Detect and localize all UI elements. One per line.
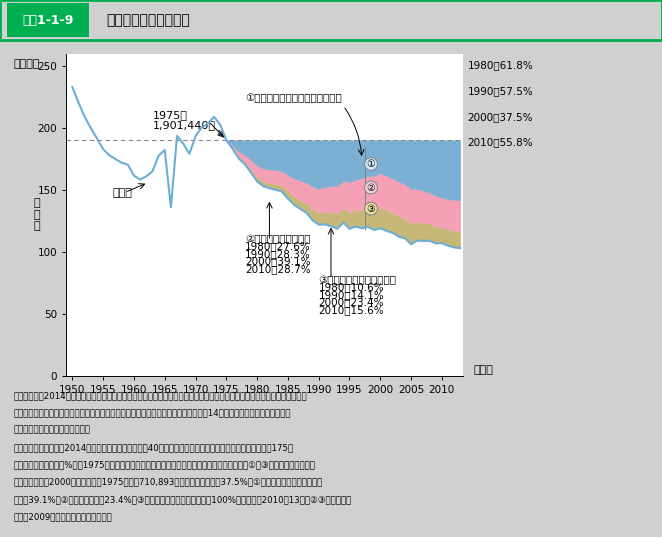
Text: 2009年の構成比を用いている。: 2009年の構成比を用いている。 — [13, 512, 112, 521]
Text: 2010年55.8%: 2010年55.8% — [467, 137, 533, 148]
Text: 1975年: 1975年 — [152, 110, 187, 120]
Text: 2000年37.5%: 2000年37.5% — [467, 112, 533, 122]
Text: 1990年14.1%: 1990年14.1% — [318, 290, 385, 300]
Text: ①人口規模・年齢構造変化の効果: ①人口規模・年齢構造変化の効果 — [245, 93, 342, 103]
Text: 1980年10.6%: 1980年10.6% — [318, 282, 385, 292]
Text: 1990年57.5%: 1990年57.5% — [467, 86, 533, 96]
Text: ①: ① — [367, 159, 375, 169]
Text: 調査」「人口推計」年次別・性・年齢別人口、国立社会保障・人口問題研究所「第14回出生動向基本調査」結婚合計: 調査」「人口推計」年次別・性・年齢別人口、国立社会保障・人口問題研究所「第14回… — [13, 409, 291, 417]
Text: （万人）: （万人） — [13, 59, 40, 69]
Text: 1980年61.8%: 1980年61.8% — [467, 60, 533, 70]
Text: 1990年28.3%: 1990年28.3% — [245, 249, 310, 259]
Text: ②: ② — [367, 183, 375, 193]
Text: 2000年39.1%: 2000年39.1% — [245, 256, 310, 266]
Text: 出生率年次推移を用いて算出。: 出生率年次推移を用いて算出。 — [13, 426, 90, 435]
Text: ③夫婦出生行動変化の効果: ③夫婦出生行動変化の効果 — [318, 275, 397, 285]
Text: 引用文献：金子隆一（2014）「少子化の構造と動向－40年の過程が問うもの」「調査季報」（横浜市）第175号: 引用文献：金子隆一（2014）「少子化の構造と動向－40年の過程が問うもの」「調… — [13, 443, 293, 452]
Text: 2000年23.4%: 2000年23.4% — [318, 297, 384, 307]
Text: 例えば、2000年の出生数は1975年より710,893人減少したが、その37.5%は①人口規模・年齢構造変化、: 例えば、2000年の出生数は1975年より710,893人減少したが、その37.… — [13, 477, 322, 487]
Text: （注）　図中の数値（%）は1975年の出生数と比較した各年次の出生数の減少に対する各要因（①～③）の寄与率を表す。: （注） 図中の数値（%）は1975年の出生数と比較した各年次の出生数の減少に対す… — [13, 460, 315, 469]
Text: 出生数: 出生数 — [113, 188, 132, 198]
Text: 39.1%は②結婚行動変化、23.4%は③夫婦出生行動変化による（計100%）。ただし2010～13年は②③については: 39.1%は②結婚行動変化、23.4%は③夫婦出生行動変化による（計100%）。… — [13, 495, 352, 504]
Text: ②初婚行動変化の効果: ②初婚行動変化の効果 — [245, 234, 310, 244]
Bar — [7, 3, 89, 37]
Text: 出
生
数: 出 生 数 — [33, 198, 40, 231]
Text: 図表1-1-9: 図表1-1-9 — [22, 13, 73, 27]
Text: ③: ③ — [367, 204, 375, 214]
Text: 1,901,440人: 1,901,440人 — [152, 120, 215, 130]
Text: 出生数推移の構造分析: 出生数推移の構造分析 — [106, 13, 190, 27]
Text: （年）: （年） — [473, 365, 493, 375]
Text: 1980年27.6%: 1980年27.6% — [245, 242, 310, 251]
Text: 2010年15.6%: 2010年15.6% — [318, 304, 385, 315]
Text: 2010年28.7%: 2010年28.7% — [245, 264, 310, 274]
Text: 資料：金子（2014）。図のデータは厚生労働省大臣官房統計情報部「人口動態統計」出生数年次推移、総務省統計局「国勢: 資料：金子（2014）。図のデータは厚生労働省大臣官房統計情報部「人口動態統計」… — [13, 391, 307, 400]
